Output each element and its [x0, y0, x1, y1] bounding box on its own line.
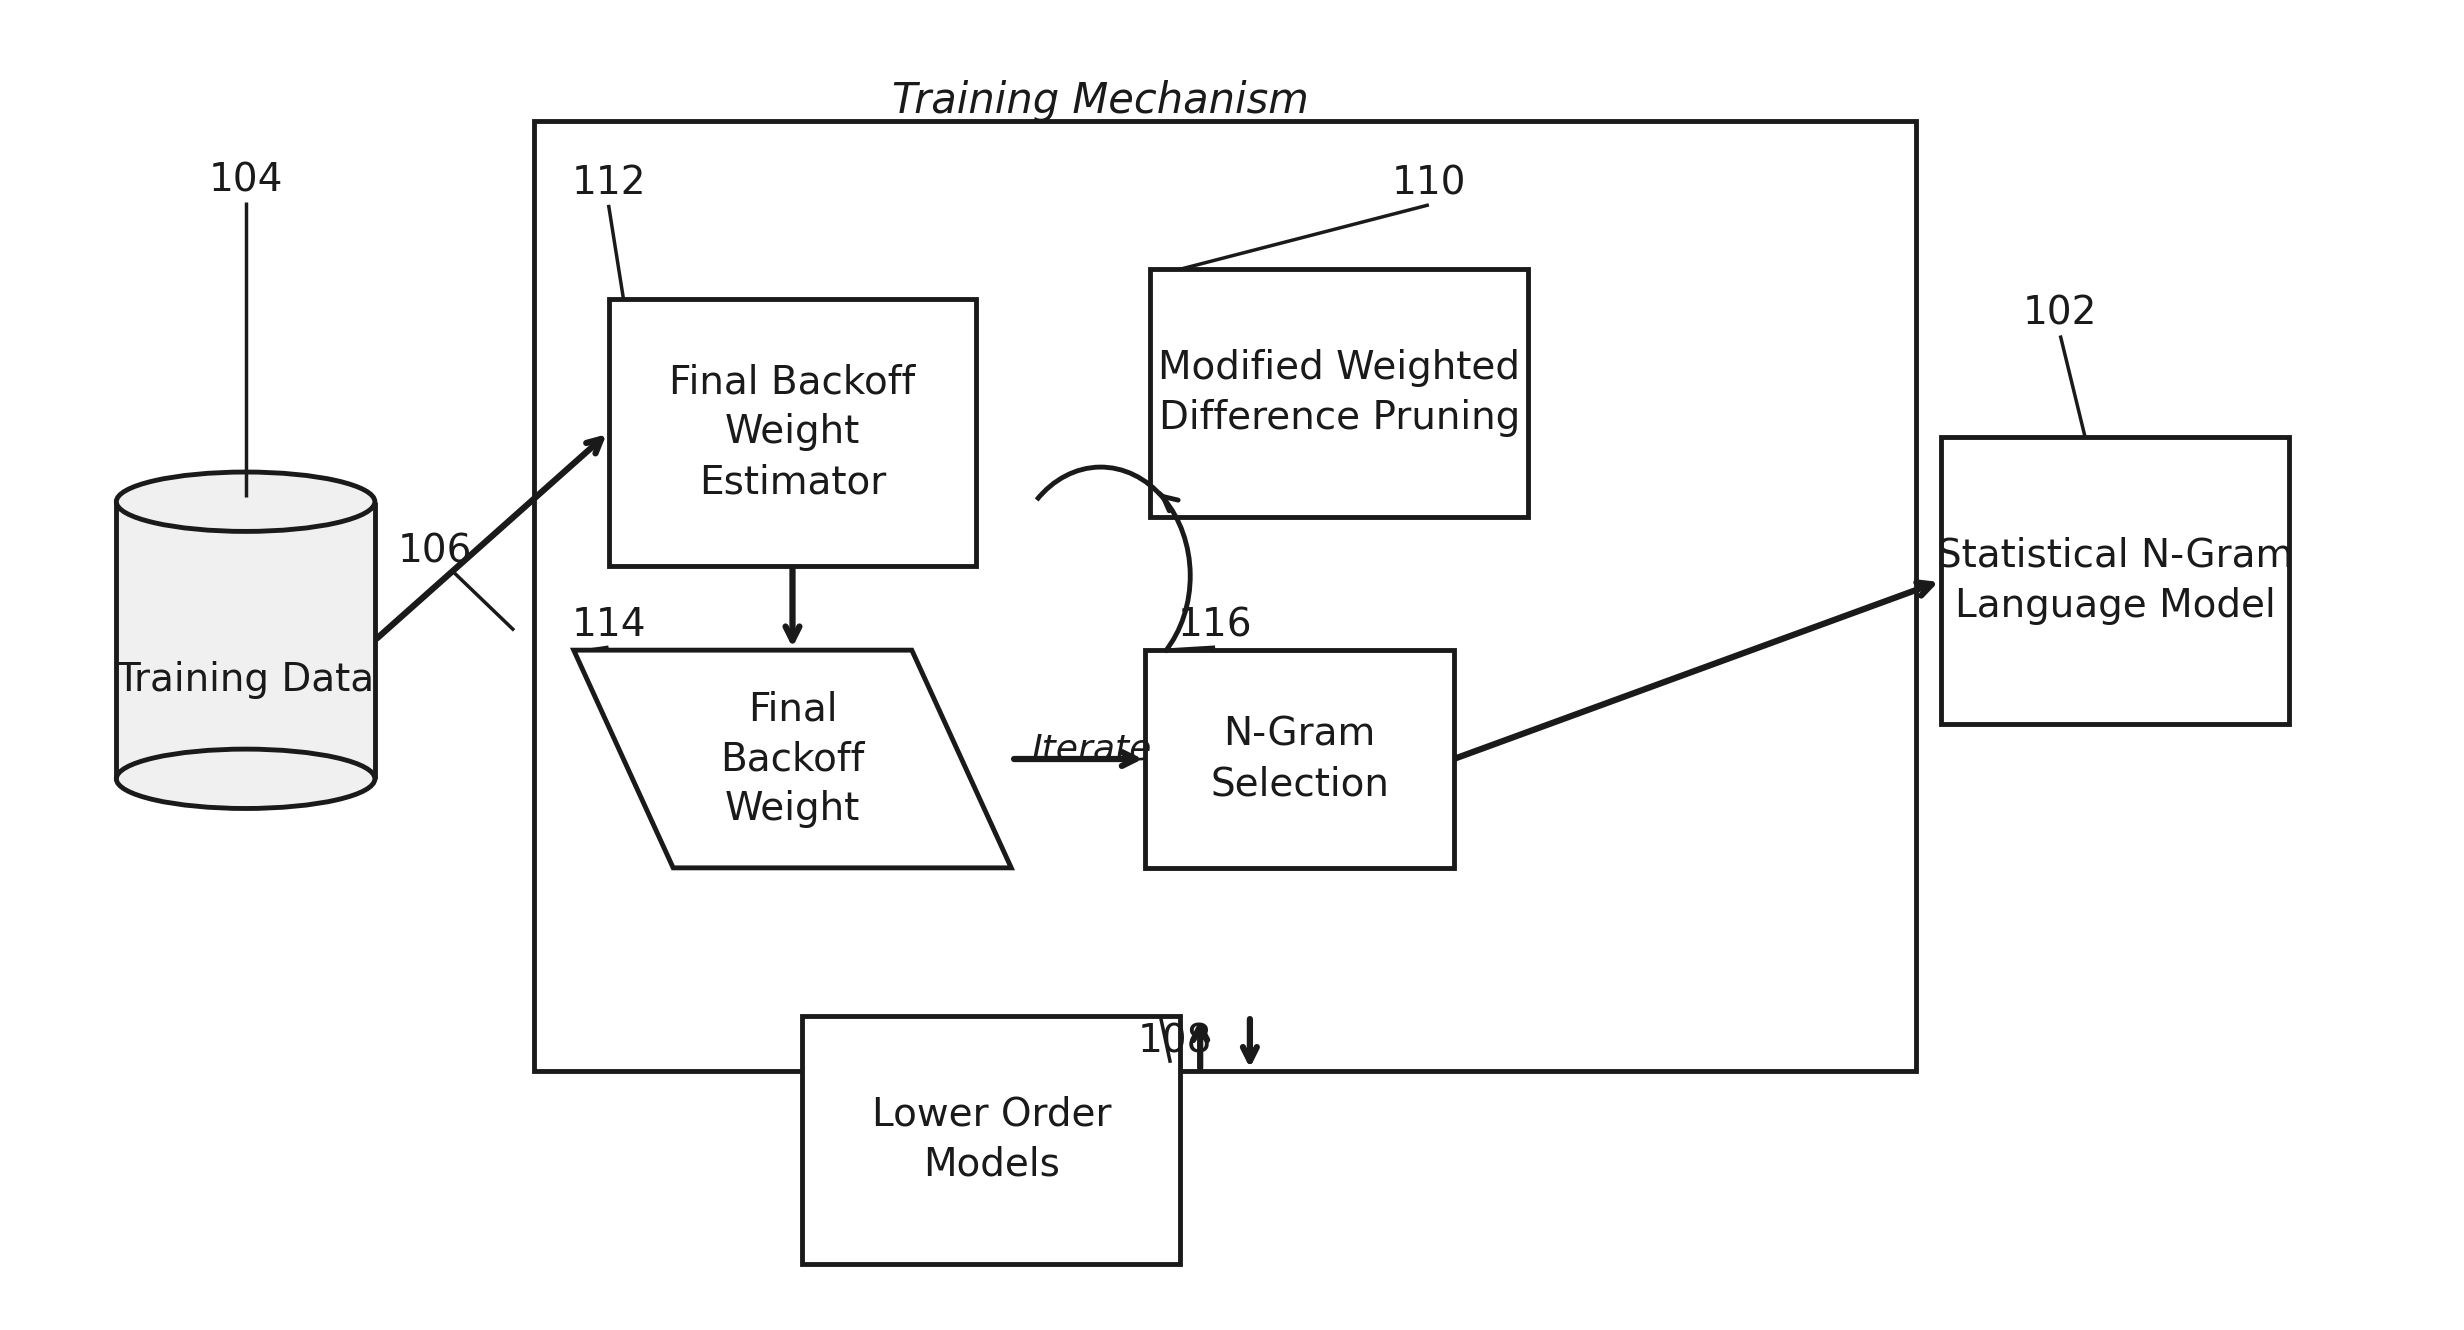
Text: 108: 108	[1138, 1021, 1212, 1060]
Bar	[609, 299, 976, 567]
Ellipse shape	[116, 472, 375, 532]
Text: Statistical N-Gram
Language Model: Statistical N-Gram Language Model	[1937, 537, 2294, 625]
Text: Modified Weighted
Difference Pruning: Modified Weighted Difference Pruning	[1158, 348, 1520, 436]
Text: 112: 112	[572, 164, 646, 202]
Text: 110: 110	[1392, 164, 1466, 202]
Text: 102: 102	[2023, 295, 2097, 332]
Polygon shape	[574, 650, 1010, 868]
Text: 106: 106	[397, 532, 471, 571]
Text: 114: 114	[572, 606, 646, 645]
Text: 116: 116	[1178, 606, 1252, 645]
Text: Training Data: Training Data	[116, 661, 375, 698]
Text: Final
Backoff
Weight: Final Backoff Weight	[719, 690, 865, 829]
Bar	[535, 121, 1917, 1071]
Ellipse shape	[116, 749, 375, 809]
Bar	[803, 1016, 1180, 1264]
Text: Iterate: Iterate	[1030, 732, 1151, 766]
Text: N-Gram
Selection: N-Gram Selection	[1210, 716, 1390, 803]
Bar	[1942, 438, 2289, 725]
Text: 104: 104	[209, 161, 283, 200]
Text: Training Mechanism: Training Mechanism	[892, 80, 1308, 122]
Bar	[116, 501, 375, 779]
Bar	[1146, 650, 1454, 868]
Bar	[1151, 269, 1528, 516]
Text: Final Backoff
Weight
Estimator: Final Backoff Weight Estimator	[670, 363, 917, 501]
Text: Lower Order
Models: Lower Order Models	[872, 1096, 1111, 1184]
